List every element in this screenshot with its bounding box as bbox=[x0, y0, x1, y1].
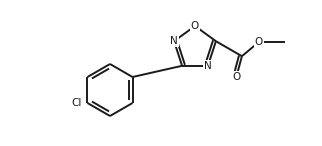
Text: N: N bbox=[204, 61, 212, 71]
Text: Cl: Cl bbox=[71, 98, 81, 108]
Text: O: O bbox=[191, 21, 199, 31]
Text: O: O bbox=[232, 72, 240, 82]
Text: N: N bbox=[170, 36, 178, 46]
Text: O: O bbox=[255, 37, 263, 47]
